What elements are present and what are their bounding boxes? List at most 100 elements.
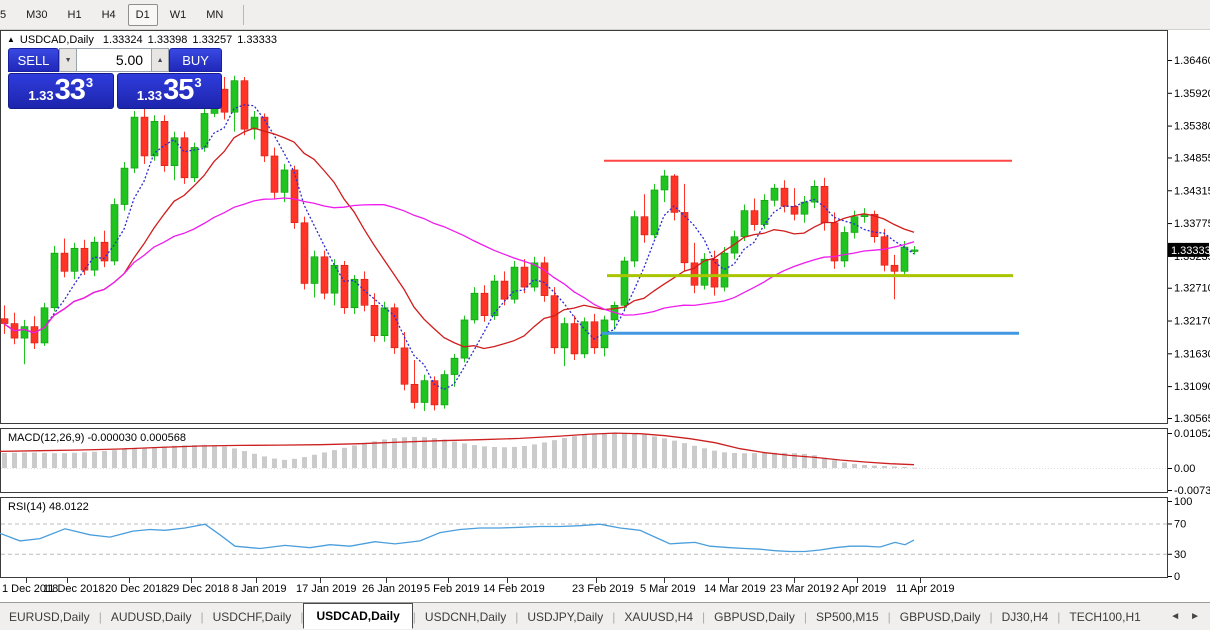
chart-symbol-period: USDCAD,Daily <box>19 34 94 46</box>
volume-increase-button[interactable]: ▲ <box>151 48 170 72</box>
ohlc-open: 1.33324 <box>102 34 143 46</box>
ohlc-low: 1.33257 <box>192 34 233 46</box>
svg-text:1.30565: 1.30565 <box>1174 413 1210 425</box>
date-axis-label: 11 Dec 2018 <box>43 583 105 595</box>
timeframe-button-M30[interactable]: M30 <box>26 8 48 21</box>
timeframe-button-MN[interactable]: MN <box>206 8 224 21</box>
fast-ma-line <box>3 104 915 391</box>
date-axis-label: 1 Dec 2018 <box>2 583 59 595</box>
date-axis-label: 5 Feb 2019 <box>424 583 480 595</box>
current-price-value: 1.33333 <box>1171 245 1210 257</box>
volume-decrease-button[interactable]: ▼ <box>59 48 78 72</box>
chart-tab-TECH100-H1[interactable]: TECH100,H1 <box>1069 609 1141 624</box>
macd-signal-line <box>0 432 915 466</box>
buy-price-point: 3 <box>194 75 202 90</box>
tab-divider: | <box>612 609 616 624</box>
volume-input[interactable]: 5.00 <box>77 48 152 72</box>
svg-text:70: 70 <box>1174 518 1186 530</box>
svg-text:1.32170: 1.32170 <box>1174 316 1210 328</box>
svg-text:1.31090: 1.31090 <box>1174 381 1210 393</box>
chart-tab-XAUUSD-H4[interactable]: XAUUSD,H4 <box>624 609 694 624</box>
tab-divider: | <box>887 609 891 624</box>
svg-text:1.36460: 1.36460 <box>1174 55 1210 67</box>
svg-text:-0.0073: -0.0073 <box>1174 485 1210 497</box>
macd-scale: 0.010525 0.00 -0.0073 <box>1168 428 1210 497</box>
macd-histogram <box>2 432 917 469</box>
current-price-badge <box>1168 242 1209 257</box>
date-axis-label: 8 Jan 2019 <box>232 583 287 595</box>
price-scale: 1.36460 1.35920 1.35380 1.34855 1.34315 1.337… <box>1168 55 1210 425</box>
timeframe-button-D1[interactable]: D1 <box>127 3 158 26</box>
price-chart-canvas[interactable]: 1.364601.359201.353801.348551.343151.337… <box>0 30 1210 602</box>
svg-text:1.33775: 1.33775 <box>1174 218 1210 230</box>
tab-divider: | <box>702 609 706 624</box>
sell-price-point: 3 <box>85 75 94 90</box>
timeframe-button-W1[interactable]: W1 <box>169 8 187 21</box>
date-axis-label: 5 Mar 2019 <box>640 583 696 595</box>
rsi-panel-border <box>0 497 1168 578</box>
tab-scroll-right-icon[interactable]: ► <box>1190 611 1200 622</box>
date-axis-label: 20 Dec 2018 <box>105 583 168 595</box>
timeframe-buttons: 5 M30 H1 H4 D1 W1 MN <box>0 3 233 26</box>
date-axis-label: 14 Feb 2019 <box>483 583 545 595</box>
medium-ma-line <box>3 127 915 350</box>
sell-button[interactable]: SELL <box>8 48 60 72</box>
svg-text:0.010525: 0.010525 <box>1174 428 1210 440</box>
ohlc-close: 1.33333 <box>237 34 277 46</box>
chart-tab-bar: EURUSD,Daily | AUDUSD,Daily | USDCHF,Daily | U… <box>0 602 1210 630</box>
svg-text:0: 0 <box>1174 571 1180 583</box>
date-axis-label: 11 Apr 2019 <box>896 583 955 595</box>
chart-tab-GBPUSD-Daily[interactable]: GBPUSD,Daily <box>714 609 795 624</box>
svg-text:1.34855: 1.34855 <box>1174 152 1210 164</box>
rsi-line <box>0 523 915 553</box>
svg-text:30: 30 <box>1174 549 1186 561</box>
date-axis-label: 23 Mar 2019 <box>770 583 832 595</box>
chart-tab-GBPUSD-Daily[interactable]: GBPUSD,Daily <box>899 609 981 624</box>
chart-tab-AUDUSD-Daily[interactable]: AUDUSD,Daily <box>110 609 192 624</box>
chart-tab-USDCHF-Daily[interactable]: USDCHF,Daily <box>212 609 292 624</box>
sell-price-box[interactable]: 1.33 33 3 <box>8 73 114 109</box>
tab-scroll-left-icon[interactable]: ◄ <box>1170 611 1181 622</box>
timeframe-button-5[interactable]: 5 <box>0 8 7 21</box>
tab-divider: | <box>200 609 204 624</box>
candles-group <box>0 75 919 412</box>
chart-tab-USDCNH-Daily[interactable]: USDCNH,Daily <box>424 609 507 624</box>
symbol-collapse-icon[interactable]: ▲ <box>7 34 15 44</box>
date-axis-ticks <box>26 578 921 583</box>
buy-button[interactable]: BUY <box>169 48 223 72</box>
buy-price-prefix: 1.33 <box>136 88 163 103</box>
timeframe-button-H1[interactable]: H1 <box>67 8 82 21</box>
tab-divider: | <box>515 609 519 624</box>
tab-divider: | <box>803 609 807 624</box>
svg-text:0.00: 0.00 <box>1174 463 1195 475</box>
sell-price-prefix: 1.33 <box>28 88 54 103</box>
svg-text:1.34315: 1.34315 <box>1174 185 1210 197</box>
date-axis-label: 23 Feb 2019 <box>572 583 634 595</box>
chart-tab-EURUSD-Daily[interactable]: EURUSD,Daily <box>9 609 90 624</box>
chart-tab-USDJPY-Daily[interactable]: USDJPY,Daily <box>527 609 604 624</box>
tab-divider: | <box>300 609 304 624</box>
chart-tab-USDCAD-Daily[interactable]: USDCAD,Daily <box>303 602 413 629</box>
tab-divider: | <box>98 609 102 624</box>
ohlc-high: 1.33398 <box>147 34 188 46</box>
svg-text:1.35380: 1.35380 <box>1174 121 1210 133</box>
chart-tab-DJ30-H4[interactable]: DJ30,H4 <box>1001 609 1049 624</box>
slow-ma-line <box>3 197 915 334</box>
date-axis-label: 26 Jan 2019 <box>362 583 423 595</box>
date-axis-label: 17 Jan 2019 <box>296 583 357 595</box>
buy-price-box[interactable]: 1.33 35 3 <box>116 73 222 109</box>
tab-scroll-buttons: ◄ ► <box>1170 611 1210 622</box>
toolbar-separator <box>243 4 245 25</box>
timeframe-button-H4[interactable]: H4 <box>101 8 116 21</box>
sell-price-pips: 33 <box>54 74 86 106</box>
svg-text:1.35920: 1.35920 <box>1174 88 1210 100</box>
date-axis-label: 14 Mar 2019 <box>704 583 766 595</box>
timeframe-toolbar: 5 M30 H1 H4 D1 W1 MN <box>0 0 1210 30</box>
chart-tab-SP500-M15[interactable]: SP500,M15 <box>815 609 879 624</box>
svg-text:100: 100 <box>1174 496 1192 508</box>
tab-divider: | <box>412 609 416 624</box>
one-click-trading-panel: SELL ▼ 5.00 ▲ BUY 1.33 33 3 1.33 35 3 <box>8 48 223 109</box>
date-axis-label: 29 Dec 2018 <box>167 583 230 595</box>
macd-indicator-label: MACD(12,26,9) -0.000030 0.000568 <box>8 432 186 444</box>
rsi-indicator-label: RSI(14) 48.0122 <box>8 501 89 513</box>
